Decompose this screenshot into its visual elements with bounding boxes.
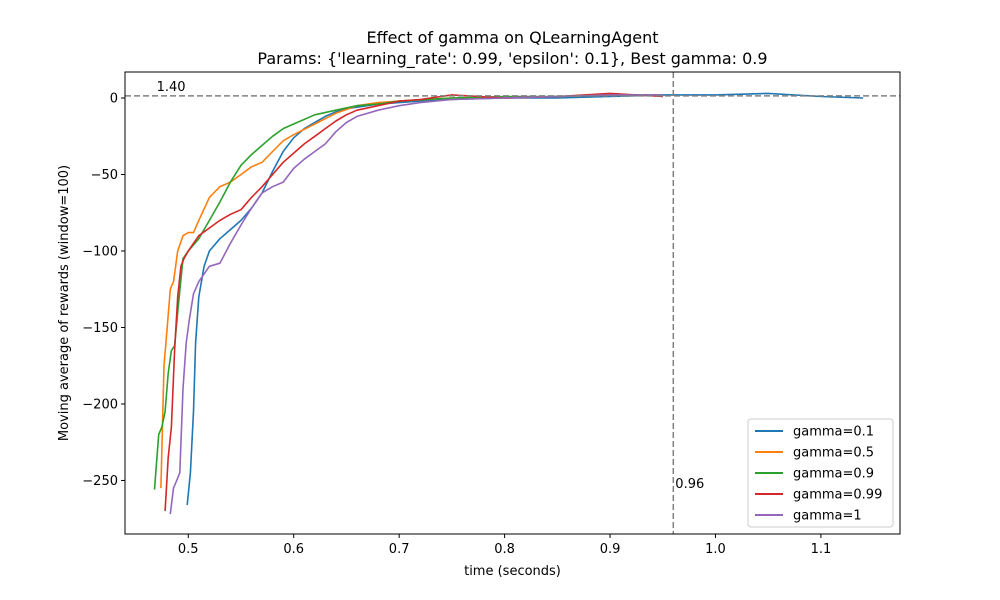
chart-subtitle: Params: {'learning_rate': 0.99, 'epsilon… (257, 49, 767, 69)
x-tick-label: 0.5 (178, 542, 199, 557)
legend-label: gamma=0.1 (793, 425, 874, 440)
legend-label: gamma=0.9 (793, 467, 874, 482)
y-tick-label: −200 (82, 397, 118, 412)
y-axis-ticks: 0 −50 −100 −150 −200 −250 (82, 92, 125, 489)
legend-label: gamma=1 (793, 509, 862, 524)
x-tick-label: 0.6 (283, 542, 304, 557)
series-line-0 (186, 92, 864, 505)
series-line-4 (169, 94, 663, 515)
series-layer (153, 92, 864, 515)
y-tick-label: −150 (82, 321, 118, 336)
legend-box (747, 418, 894, 528)
series-line-3 (164, 92, 663, 512)
reference-label-vertical: 0.96 (675, 477, 704, 492)
x-tick-label: 1.0 (705, 542, 726, 557)
reference-lines: 1.40 0.96 (125, 72, 900, 534)
chart-title: Effect of gamma on QLearningAgent (366, 28, 658, 47)
legend-label: gamma=0.99 (793, 488, 882, 503)
x-tick-label: 0.8 (494, 542, 515, 557)
legend-label: gamma=0.5 (793, 446, 874, 461)
reference-label-horizontal: 1.40 (157, 80, 186, 95)
x-axis-label: time (seconds) (464, 564, 561, 579)
y-tick-label: 0 (110, 92, 118, 107)
x-tick-label: 1.1 (811, 542, 832, 557)
y-axis-label: Moving average of rewards (window=100) (57, 165, 72, 441)
legend: gamma=0.1 gamma=0.5 gamma=0.9 gamma=0.99 gam… (747, 418, 894, 528)
y-tick-label: −50 (91, 168, 118, 183)
x-tick-label: 0.9 (600, 542, 621, 557)
y-tick-label: −250 (82, 474, 118, 489)
y-tick-label: −100 (82, 244, 118, 259)
x-axis-ticks: 0.5 0.6 0.7 0.8 0.9 1.0 1.1 (178, 534, 831, 557)
plot-frame (124, 71, 901, 535)
x-tick-label: 0.7 (389, 542, 410, 557)
